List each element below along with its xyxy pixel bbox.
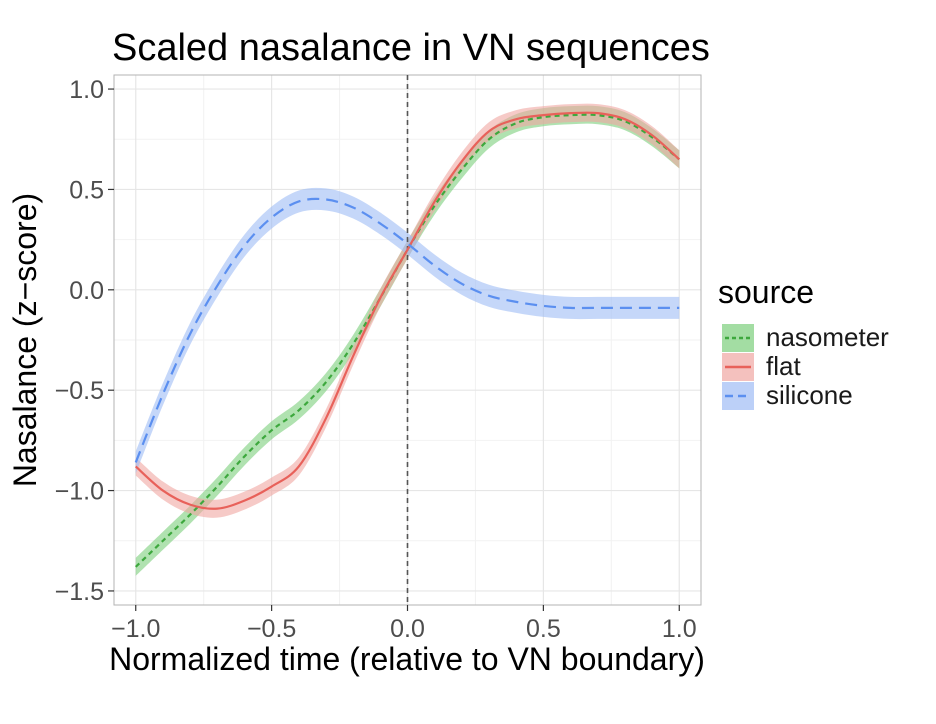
series-line-flat bbox=[135, 111, 680, 510]
x-tick-label: 0.0 bbox=[390, 615, 425, 643]
confidence-bands bbox=[135, 103, 680, 576]
legend-item-silicone: silicone bbox=[722, 380, 853, 410]
y-tick-label: 0.0 bbox=[69, 277, 104, 305]
x-tick-label: 1.0 bbox=[662, 615, 697, 643]
y-tick-label: −1.0 bbox=[55, 478, 104, 506]
band-silicone bbox=[135, 187, 680, 474]
legend-label-silicone: silicone bbox=[766, 380, 853, 410]
x-axis-ticks: −1.0 −0.5 0.0 0.5 1.0 bbox=[111, 605, 697, 643]
x-axis-title: Normalized time (relative to VN boundary… bbox=[109, 641, 705, 677]
y-tick-label: 1.0 bbox=[69, 76, 104, 104]
chart-title: Scaled nasalance in VN sequences bbox=[112, 27, 710, 69]
x-tick-label: 0.5 bbox=[526, 615, 561, 643]
y-axis-ticks: −1.5 −1.0 −0.5 0.0 0.5 1.0 bbox=[55, 76, 114, 606]
legend-label-flat: flat bbox=[766, 351, 801, 381]
series-line-nasometer bbox=[134, 113, 680, 568]
x-tick-label: −1.0 bbox=[111, 615, 160, 643]
legend-label-nasometer: nasometer bbox=[766, 322, 889, 352]
y-tick-label: −0.5 bbox=[55, 377, 104, 405]
y-tick-label: 0.5 bbox=[69, 176, 104, 204]
series-lines bbox=[134, 111, 680, 568]
y-axis-title: Nasalance (z−score) bbox=[7, 193, 43, 487]
legend-title: source bbox=[718, 274, 814, 310]
legend-item-flat: flat bbox=[722, 351, 801, 381]
y-tick-label: −1.5 bbox=[55, 578, 104, 606]
series-line-silicone bbox=[134, 197, 680, 463]
legend-item-nasometer: nasometer bbox=[722, 322, 889, 352]
x-tick-label: −0.5 bbox=[247, 615, 296, 643]
